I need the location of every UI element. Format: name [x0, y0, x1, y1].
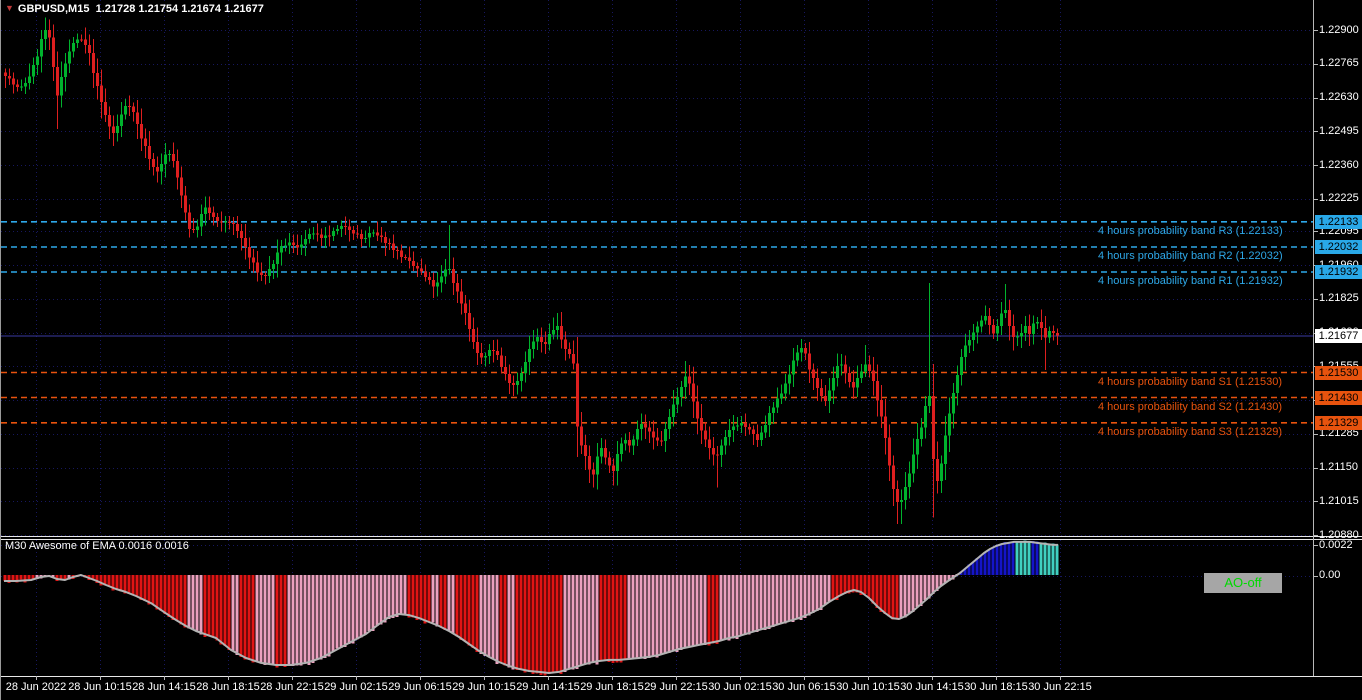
- price-tag-R3: 1.22133: [1315, 214, 1362, 229]
- time-axis-label[interactable]: 30 Jun 02:15: [708, 681, 772, 693]
- time-axis-separator: [1, 676, 1362, 677]
- time-axis-label[interactable]: 28 Jun 10:15: [68, 681, 132, 693]
- time-axis-label[interactable]: 30 Jun 18:15: [964, 681, 1028, 693]
- time-axis-label[interactable]: 28 Jun 14:15: [132, 681, 196, 693]
- axis-ticks: [36, 30, 1318, 680]
- time-axis-label[interactable]: 28 Jun 2022: [5, 681, 67, 693]
- band-label-S1: 4 hours probability band S1 (1.21530): [1098, 375, 1283, 388]
- quote-low: 1.21674: [181, 3, 221, 15]
- price-axis-label: 1.22360: [1319, 158, 1359, 171]
- price-tag-current: 1.21677: [1315, 328, 1362, 343]
- ao-signal-line: [4, 540, 1058, 674]
- tick-down-triangle-icon: ▼: [5, 3, 14, 13]
- quote-line: ▼ GBPUSD,M15 1.21728 1.21754 1.21674 1.21…: [5, 3, 264, 15]
- band-label-S2: 4 hours probability band S2 (1.21430): [1098, 400, 1283, 413]
- band-label-S3: 4 hours probability band S3 (1.21329): [1098, 425, 1283, 438]
- band-label-R2: 4 hours probability band R2 (1.22032): [1098, 250, 1283, 262]
- pane-splitter-bottom[interactable]: [1, 539, 1362, 540]
- time-axis-label[interactable]: 29 Jun 06:15: [388, 681, 452, 693]
- time-axis-label[interactable]: 28 Jun 22:15: [260, 681, 324, 693]
- time-axis-label[interactable]: 29 Jun 22:15: [644, 681, 708, 693]
- time-axis-label[interactable]: 30 Jun 22:15: [1028, 681, 1092, 693]
- indicator-title: M30 Awesome of EMA 0.0016 0.0016: [5, 540, 189, 552]
- time-axis-label[interactable]: 29 Jun 18:15: [580, 681, 644, 693]
- price-tag-S1: 1.21530: [1315, 365, 1362, 380]
- band-label-R1: 4 hours probability band R1 (1.21932): [1098, 275, 1283, 287]
- quote-close: 1.21677: [224, 3, 264, 15]
- price-axis-label: 1.22495: [1319, 124, 1359, 137]
- price-tag-R1: 1.21932: [1315, 265, 1362, 279]
- time-axis-label[interactable]: 29 Jun 14:15: [516, 681, 580, 693]
- price-tag-S2: 1.21430: [1315, 390, 1362, 405]
- price-axis-label: 1.22225: [1319, 192, 1359, 205]
- price-axis-label: 1.22900: [1319, 23, 1359, 36]
- time-axis-label[interactable]: 29 Jun 02:15: [324, 681, 388, 693]
- time-axis-label[interactable]: 30 Jun 14:15: [900, 681, 964, 693]
- time-axis-label[interactable]: 28 Jun 18:15: [196, 681, 260, 693]
- time-axis-label[interactable]: 30 Jun 06:15: [772, 681, 836, 693]
- price-axis-label: 1.21015: [1319, 494, 1359, 507]
- price-axis-label: 1.22765: [1319, 57, 1359, 70]
- price-axis-label: 1.22630: [1319, 91, 1359, 103]
- symbol-period-label: GBPUSD,M15: [17, 3, 90, 15]
- price-axis-label: 1.21285: [1319, 427, 1359, 440]
- price-axis-label: 1.21825: [1319, 292, 1359, 305]
- ao-axis-label: 0.00: [1319, 569, 1341, 581]
- quote-open: 1.21728: [95, 3, 136, 15]
- time-axis-label[interactable]: 30 Jun 10:15: [836, 681, 900, 693]
- pane-splitter-top[interactable]: [1, 536, 1362, 537]
- price-axis-label: 1.21150: [1319, 461, 1358, 473]
- candlestick-layer: [4, 17, 1059, 524]
- band-label-R3: 4 hours probability band R3 (1.22133): [1098, 224, 1283, 237]
- quote-high: 1.21754: [138, 3, 179, 15]
- ao-axis-label: 0.0022: [1319, 538, 1353, 551]
- price-tag-R2: 1.22032: [1315, 240, 1362, 254]
- probability-band-lines[interactable]: [1, 221, 1313, 424]
- time-axis-label[interactable]: 29 Jun 10:15: [452, 681, 516, 693]
- price-tag-S3: 1.21329: [1315, 415, 1362, 430]
- ao-off-button[interactable]: AO-off: [1204, 573, 1282, 593]
- ao-histogram-layer: [3, 540, 1059, 676]
- price-axis-label: 1.20880: [1319, 528, 1359, 541]
